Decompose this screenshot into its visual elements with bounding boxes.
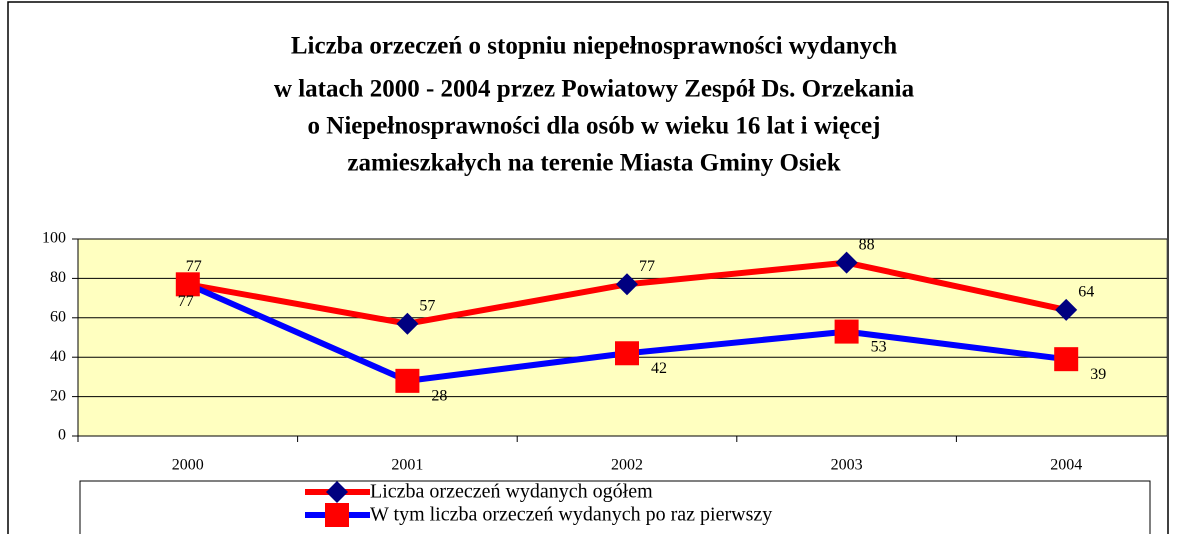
data-point	[396, 312, 419, 335]
data-label: 77	[639, 258, 655, 275]
x-tick-label: 2002	[611, 457, 643, 474]
data-label: 42	[651, 360, 667, 377]
y-tick-label: 60	[50, 308, 66, 325]
legend-label: Liczba orzeczeń wydanych ogółem	[370, 481, 653, 503]
data-point	[395, 368, 420, 393]
data-point	[175, 272, 200, 297]
y-tick-label: 0	[58, 427, 66, 444]
data-label: 53	[871, 338, 887, 355]
data-point	[616, 273, 638, 296]
y-tick-label: 20	[50, 387, 66, 404]
plot-area	[77, 238, 1168, 437]
x-tick-label: 2000	[172, 457, 204, 474]
x-tick-label: 2004	[1050, 457, 1082, 474]
legend-marker	[325, 503, 349, 527]
data-point	[1054, 347, 1079, 372]
y-tick-label: 40	[50, 348, 66, 365]
chart-title: o Niepełnosprawności dla osób w wieku 16…	[308, 113, 881, 140]
data-label: 64	[1078, 284, 1094, 301]
data-label: 39	[1090, 366, 1106, 383]
y-tick-label: 100	[42, 230, 66, 247]
y-tick-label: 80	[50, 269, 66, 286]
data-label: 28	[431, 388, 447, 405]
data-point	[835, 251, 858, 274]
chart-title: w latach 2000 - 2004 przez Powiatowy Zes…	[274, 76, 915, 103]
legend-marker	[326, 481, 348, 503]
data-point	[834, 319, 859, 344]
data-label: 77	[178, 293, 194, 310]
chart-title: Liczba orzeczeń o stopniu niepełnosprawn…	[291, 33, 897, 60]
data-label: 57	[419, 297, 435, 314]
legend-label: W tym liczba orzeczeń wydanych po raz pi…	[370, 504, 772, 526]
x-tick-label: 2001	[391, 457, 423, 474]
chart-title: zamieszkałych na terenie Miasta Gminy Os…	[347, 150, 840, 177]
data-point	[615, 341, 639, 366]
data-point	[1055, 298, 1078, 321]
data-label: 77	[186, 258, 202, 275]
legend	[79, 480, 1151, 534]
data-label: 88	[859, 236, 875, 253]
x-tick-label: 2003	[831, 457, 863, 474]
